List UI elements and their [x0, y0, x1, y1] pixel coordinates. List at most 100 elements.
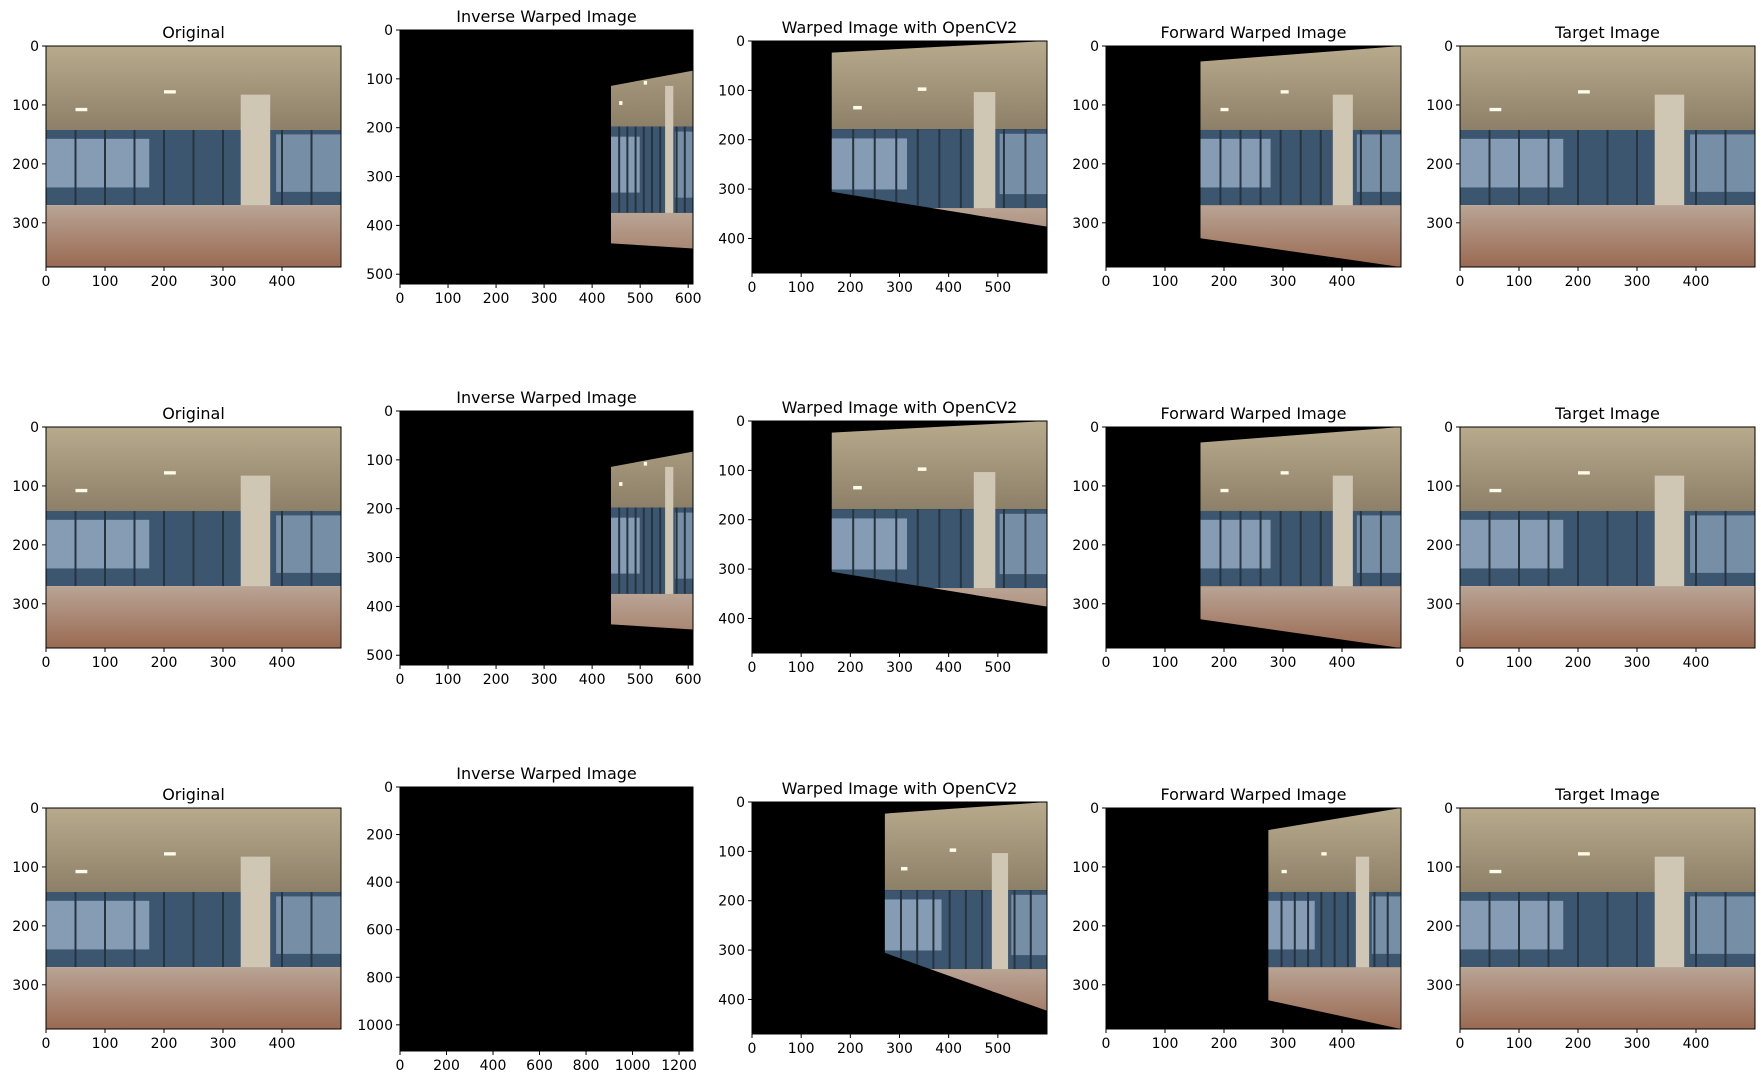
subplot-r3-c5: Target Image 0 100 200 300 400 0 100 200 300 [1426, 785, 1756, 1052]
x-tick-label: 600 [675, 291, 702, 307]
floor [1460, 586, 1755, 648]
y-tick-label: 200 [366, 828, 393, 844]
y-tick-label: 0 [1090, 420, 1099, 436]
x-tick-label: 300 [1270, 655, 1297, 671]
x-tick-label: 100 [92, 655, 119, 671]
y-tick-label: 300 [1072, 597, 1099, 613]
axes-frame [1459, 807, 1756, 1030]
y-tick-label: 100 [1426, 479, 1453, 495]
y-tick-label: 100 [718, 83, 745, 99]
x-tick-label: 300 [886, 660, 913, 676]
axes-frame [399, 29, 694, 285]
pillar [665, 85, 674, 239]
y-tick-label: 100 [12, 860, 39, 876]
subplot-r2-c4: Forward Warped Image 0 100 200 300 400 0 100 200… [1072, 404, 1402, 671]
x-tick-label: 200 [1565, 655, 1592, 671]
subplot-title: Inverse Warped Image [456, 388, 637, 407]
x-tick-label: 0 [748, 1041, 757, 1057]
x-tick-label: 400 [269, 655, 296, 671]
image-content [400, 30, 693, 284]
x-tick-label: 100 [1506, 655, 1533, 671]
ceiling-light [1280, 471, 1289, 475]
y-tick-label: 100 [1072, 479, 1099, 495]
x-tick-label: 300 [210, 274, 237, 290]
x-tick-label: 400 [935, 280, 962, 296]
y-tick-label: 300 [366, 551, 393, 567]
image-content [46, 46, 341, 267]
subplot-title: Forward Warped Image [1161, 785, 1347, 804]
pillar [973, 472, 996, 607]
x-tick-label: 0 [1456, 655, 1465, 671]
subplot-title: Original [162, 404, 225, 423]
y-tick-label: 0 [384, 23, 393, 39]
y-tick-label: 200 [1426, 157, 1453, 173]
x-tick-label: 400 [1329, 655, 1356, 671]
y-tick-label: 400 [366, 218, 393, 234]
y-tick-label: 0 [30, 420, 39, 436]
x-tick-label: 0 [1102, 1036, 1111, 1052]
y-tick-label: 0 [736, 34, 745, 50]
pillar [1654, 856, 1685, 990]
warped-region [1200, 427, 1401, 648]
image-content [400, 411, 693, 665]
x-tick-label: 500 [984, 660, 1011, 676]
y-tick-label: 300 [1426, 216, 1453, 232]
y-tick-label: 100 [1072, 860, 1099, 876]
window [1460, 900, 1564, 950]
x-tick-label: 400 [1683, 274, 1710, 290]
ceiling-light [1489, 869, 1502, 874]
y-tick-label: 400 [718, 231, 745, 247]
y-tick-label: 0 [384, 780, 393, 796]
x-tick-label: 500 [627, 672, 654, 688]
x-tick-label: 100 [788, 660, 815, 676]
ceiling-light [75, 107, 88, 112]
x-tick-label: 0 [42, 274, 51, 290]
x-tick-label: 200 [1211, 655, 1238, 671]
y-tick-label: 100 [366, 453, 393, 469]
y-tick-label: 100 [1426, 98, 1453, 114]
x-tick-label: 100 [1152, 655, 1179, 671]
x-tick-label: 100 [92, 274, 119, 290]
x-tick-label: 200 [483, 672, 510, 688]
y-tick-label: 0 [736, 795, 745, 811]
x-tick-label: 300 [210, 1036, 237, 1052]
pillar [1332, 94, 1353, 228]
y-tick-label: 100 [718, 844, 745, 860]
ceiling-light [619, 101, 623, 105]
ceiling [831, 41, 1047, 130]
warped-region [831, 41, 1047, 227]
x-tick-label: 200 [1211, 274, 1238, 290]
subplot-r1-c5: Target Image 0 100 200 300 400 0 100 200 300 [1426, 23, 1756, 290]
y-tick-label: 0 [1444, 420, 1453, 436]
ceiling [1200, 427, 1401, 511]
image-content [1460, 46, 1755, 267]
x-tick-label: 300 [1624, 655, 1651, 671]
ceiling-light [917, 87, 927, 91]
ceiling-light [1578, 90, 1590, 94]
warped-region [1268, 808, 1401, 1029]
subplot-r1-c3: Warped Image with OpenCV2 0 100 200 300 400 50… [718, 18, 1048, 296]
x-tick-label: 200 [1565, 1036, 1592, 1052]
x-tick-label: 200 [483, 291, 510, 307]
window [999, 133, 1047, 195]
y-tick-label: 100 [366, 72, 393, 88]
y-tick-label: 0 [736, 414, 745, 430]
ceiling-light [949, 848, 957, 852]
y-tick-label: 800 [366, 970, 393, 986]
warped-region [610, 70, 693, 249]
image-content [752, 802, 1047, 1034]
y-tick-label: 200 [12, 157, 39, 173]
ceiling-light [643, 461, 648, 466]
y-tick-label: 300 [718, 182, 745, 198]
floor [610, 593, 693, 630]
floor [1460, 967, 1755, 1029]
x-tick-label: 200 [151, 274, 178, 290]
subplot-r3-c4: Forward Warped Image 0 100 200 300 400 0 100 200… [1072, 785, 1402, 1052]
y-tick-label: 300 [12, 216, 39, 232]
y-tick-label: 0 [30, 801, 39, 817]
subplot-title: Target Image [1554, 785, 1660, 804]
y-tick-label: 100 [718, 463, 745, 479]
y-tick-label: 0 [1090, 39, 1099, 55]
y-tick-label: 200 [718, 513, 745, 529]
